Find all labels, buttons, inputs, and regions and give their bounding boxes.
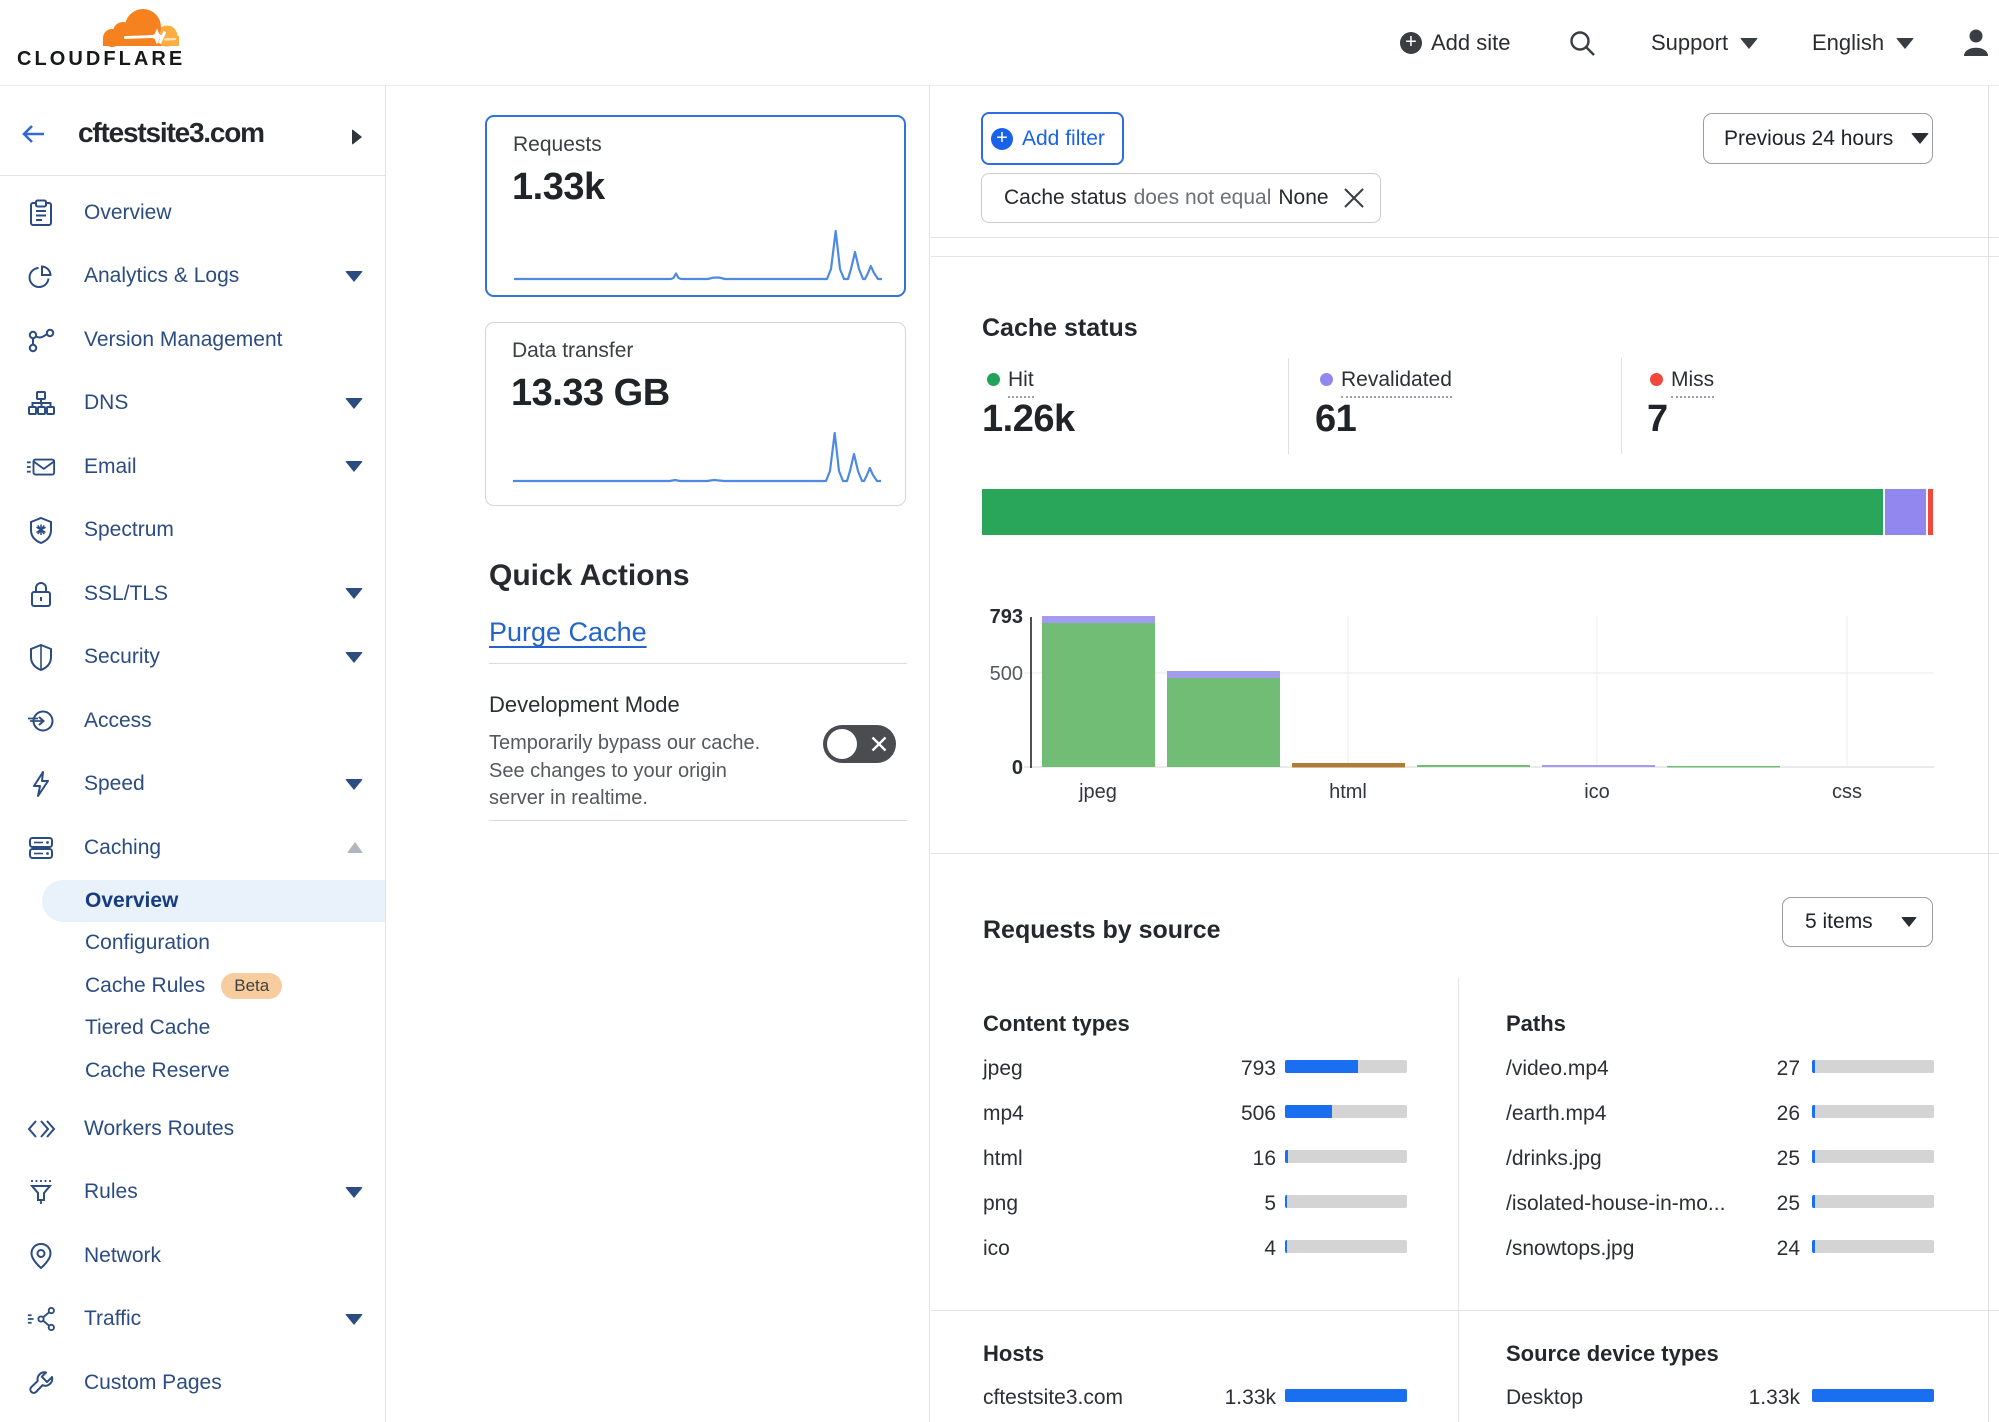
- svg-text:html: html: [1329, 781, 1367, 803]
- svg-text:jpeg: jpeg: [1078, 781, 1117, 803]
- svg-text:500: 500: [990, 663, 1023, 685]
- svg-text:793: 793: [990, 606, 1023, 628]
- svg-text:ico: ico: [1584, 781, 1610, 803]
- svg-text:0: 0: [1012, 757, 1023, 779]
- svg-text:css: css: [1832, 781, 1862, 803]
